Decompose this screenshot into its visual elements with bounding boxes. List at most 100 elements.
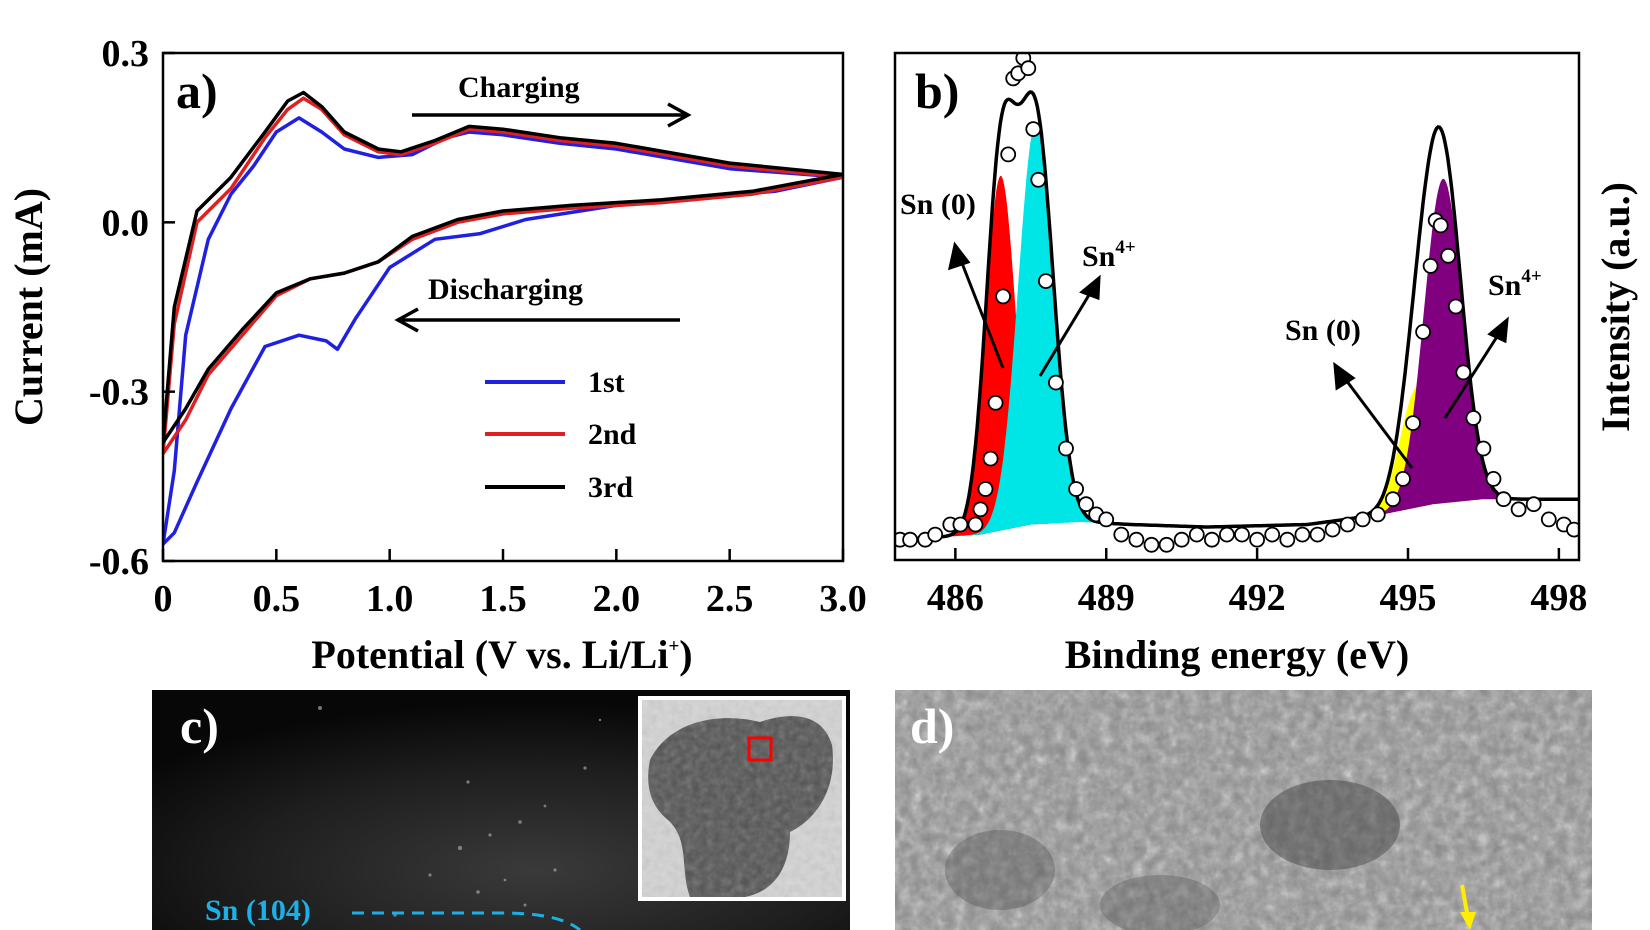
legend-label-3rd: 3rd bbox=[588, 471, 633, 504]
xps-data-point bbox=[1058, 440, 1074, 457]
sn4-label-1: Sn4+ bbox=[1082, 237, 1136, 273]
sn4-label-2: Sn4+ bbox=[1488, 266, 1542, 302]
discharging-arrow bbox=[394, 307, 680, 333]
charging-arrow bbox=[412, 102, 692, 128]
xps-data-point bbox=[1485, 470, 1502, 487]
xps-data-point bbox=[1415, 323, 1431, 340]
sn0-label-2: Sn (0) bbox=[1285, 314, 1361, 347]
annotation-arrows-b bbox=[947, 241, 1509, 469]
xps-data-point bbox=[987, 394, 1004, 411]
panel-label-a: a) bbox=[176, 63, 218, 119]
xps-data-point bbox=[1030, 171, 1047, 188]
xps-data-point bbox=[1219, 526, 1235, 543]
xps-data-point bbox=[1113, 526, 1130, 543]
xps-data-point bbox=[1510, 501, 1527, 518]
xps-data-point bbox=[1385, 491, 1401, 508]
xps-data-point bbox=[972, 501, 989, 518]
y-axis-label-b: Intensity (a.u.) bbox=[1593, 182, 1638, 432]
y-tick-label-a: 0.3 bbox=[102, 33, 150, 75]
xps-data-point bbox=[1440, 247, 1457, 264]
xps-data-point bbox=[1339, 516, 1356, 533]
xps-data-point bbox=[995, 288, 1011, 305]
xps-data-point bbox=[1204, 531, 1220, 548]
panel-b: 486 489 492 495 498 b) Sn (0) Sn4+ Sn (0) Sn… bbox=[893, 51, 1638, 677]
xps-data-point bbox=[1038, 273, 1054, 290]
xps-data-point bbox=[1525, 496, 1542, 513]
legend-label-1st: 1st bbox=[588, 366, 625, 399]
xps-envelope bbox=[895, 90, 1579, 542]
xps-data-point bbox=[1422, 257, 1439, 274]
cv-curve-1st bbox=[163, 116, 843, 546]
xps-component-3 bbox=[895, 178, 1579, 540]
xps-data-point bbox=[1495, 491, 1512, 508]
xps-data-point bbox=[1455, 364, 1472, 381]
xps-data-point bbox=[1294, 526, 1311, 543]
panel-label-d: d) bbox=[910, 698, 954, 754]
xps-data-point bbox=[1020, 60, 1037, 77]
xps-data-point bbox=[1465, 410, 1482, 426]
xps-data-point bbox=[1048, 374, 1064, 391]
panel-label-b: b) bbox=[915, 63, 959, 119]
xps-data-point bbox=[1395, 470, 1411, 487]
charging-label: Charging bbox=[458, 71, 580, 104]
ring-indicator bbox=[352, 911, 581, 930]
x-tick-label-a: 1.5 bbox=[479, 578, 527, 620]
y-tick-label-a: -0.6 bbox=[89, 541, 149, 583]
xps-data-point bbox=[1432, 217, 1449, 234]
xps-data-point bbox=[1158, 536, 1175, 553]
x-tick-label-b: 486 bbox=[927, 577, 984, 619]
xps-data-point bbox=[1098, 511, 1115, 528]
xps-data-point bbox=[1173, 531, 1190, 548]
xps-data-point bbox=[902, 531, 918, 548]
xps-data-point bbox=[1566, 521, 1579, 538]
xps-data-point bbox=[1279, 531, 1296, 548]
panel-label-c: c) bbox=[180, 698, 219, 754]
x-tick-label-b: 492 bbox=[1229, 577, 1286, 619]
yellow-arrow bbox=[1460, 884, 1476, 930]
xps-data-point bbox=[1025, 121, 1042, 138]
diffraction-spots bbox=[260, 706, 602, 917]
sn-104-label: Sn (104) bbox=[205, 894, 311, 927]
xps-data-point bbox=[967, 516, 984, 533]
xps-data-point bbox=[1354, 511, 1371, 528]
x-tick-label-a: 0.5 bbox=[253, 578, 301, 620]
xps-data-point bbox=[1447, 298, 1464, 315]
xps-data-point bbox=[1128, 531, 1145, 548]
xps-data-point bbox=[1068, 481, 1084, 497]
xps-data-point bbox=[927, 526, 944, 543]
xps-data-point bbox=[1405, 415, 1421, 432]
x-tick-label-a: 1.0 bbox=[366, 578, 414, 620]
xps-data-point bbox=[1309, 526, 1326, 543]
x-tick-label-a: 3.0 bbox=[819, 578, 867, 620]
y-axis-label-a: Current (mA) bbox=[6, 188, 51, 426]
x-axis-label-a: Potential (V vs. Li/Li+) bbox=[311, 632, 692, 677]
xps-data-point bbox=[1249, 531, 1265, 548]
tem-inset bbox=[638, 696, 846, 901]
xps-data-point bbox=[952, 516, 969, 533]
x-tick-label-a: 2.5 bbox=[706, 578, 754, 620]
x-tick-label-b: 498 bbox=[1530, 577, 1587, 619]
x-tick-label-a: 2.0 bbox=[593, 578, 641, 620]
xps-data-point bbox=[982, 450, 999, 467]
xps-data-point bbox=[1234, 526, 1250, 543]
discharging-label: Discharging bbox=[428, 273, 583, 306]
panel-c: c) Sn (104) bbox=[152, 690, 850, 930]
xps-data-point bbox=[1078, 496, 1094, 513]
x-tick-label-a: 0 bbox=[154, 578, 173, 620]
xps-data-point bbox=[1475, 440, 1492, 457]
xps-data-point bbox=[1143, 536, 1160, 553]
xps-data-point bbox=[977, 481, 994, 497]
xps-data-point bbox=[1000, 146, 1017, 163]
axes-frame-b bbox=[893, 51, 1581, 562]
x-axis-label-b: Binding energy (eV) bbox=[1065, 632, 1409, 677]
x-tick-label-b: 495 bbox=[1380, 577, 1437, 619]
inset-highlight-box bbox=[747, 736, 773, 762]
xps-data-point bbox=[1369, 506, 1386, 523]
sn0-label-1: Sn (0) bbox=[900, 188, 976, 221]
xps-data-point bbox=[1264, 526, 1281, 543]
legend-label-2nd: 2nd bbox=[588, 418, 637, 451]
panel-a: 0 0.5 1.0 1.5 2.0 2.5 3.0 0.3 0.0 -0.3 -0.6 a) Cha… bbox=[6, 33, 867, 677]
panel-d: d) bbox=[895, 690, 1592, 930]
legend-a: 1st 2nd 3rd bbox=[485, 366, 637, 504]
xps-data-point bbox=[1188, 526, 1205, 543]
